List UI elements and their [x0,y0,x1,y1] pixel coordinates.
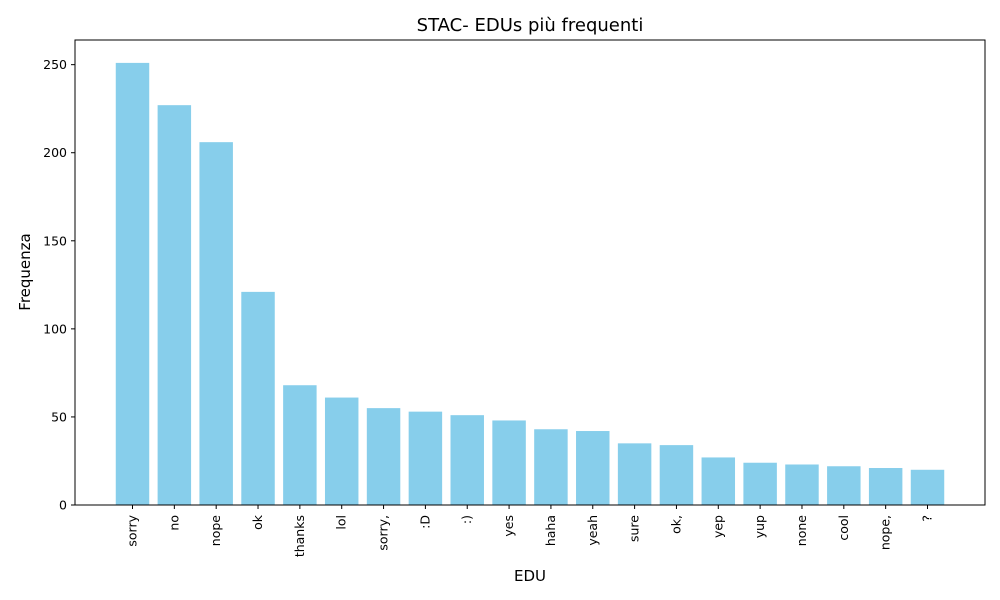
x-tick-label: ok, [668,515,683,534]
bar-10 [534,429,568,505]
bar-19 [910,469,945,505]
x-tick-label: nope, [878,515,893,550]
bar-8 [450,415,484,505]
bar-11 [576,431,610,505]
bar-13 [659,445,694,505]
bar-2 [199,142,233,505]
bar-3 [241,291,275,505]
bar-14 [701,457,736,505]
x-tick-label: none [794,515,809,546]
bar-18 [868,468,903,505]
bar-12 [617,443,652,505]
y-tick-label: 100 [43,321,67,336]
bar-5 [324,397,359,505]
x-tick-label: ok [250,514,265,530]
plot-frame [74,39,986,506]
chart-title: STAC- EDUs più frequenti [417,15,644,36]
x-tick-label: nope [208,515,223,547]
bar-6 [366,408,401,505]
y-tick-label: 150 [43,233,67,248]
x-tick-label: cool [836,515,851,541]
y-tick-label: 200 [43,145,67,160]
y-tick-label: 250 [43,57,67,72]
x-axis-title: EDU [514,567,546,585]
x-tick-label: ? [920,515,935,522]
x-tick-label: :) [459,515,474,524]
y-tick-label: 50 [51,409,67,424]
bar-4 [283,385,317,505]
x-tick-label: haha [543,515,558,546]
bar-17 [827,466,861,505]
x-tick-label: sorry, [376,515,391,551]
x-tick-label: sorry [125,514,140,546]
bar-16 [785,464,819,505]
bar-7 [408,411,443,505]
x-tick-label: yes [501,515,516,537]
x-tick-label: :D [417,515,432,529]
x-tick-label: thanks [292,515,307,557]
x-axis-ticks: sorry no nope ok thanks lol sorry, :D:) yes haha y… [125,505,935,557]
y-axis-ticks: 0 50 100 150 200 250 [43,57,75,513]
bar-1 [157,105,192,505]
x-tick-label: no [166,515,181,531]
bar-15 [743,462,777,505]
x-tick-label: lol [334,515,349,530]
y-tick-label: 0 [59,498,67,513]
bars-group [115,62,945,505]
y-axis-title: Frequenza [16,233,34,310]
x-tick-label: yeah [585,515,600,546]
bar-9 [492,420,526,505]
bar-0 [115,62,150,505]
x-tick-label: sure [627,515,642,542]
x-tick-label: yup [752,515,767,538]
x-tick-label: yep [710,515,725,538]
